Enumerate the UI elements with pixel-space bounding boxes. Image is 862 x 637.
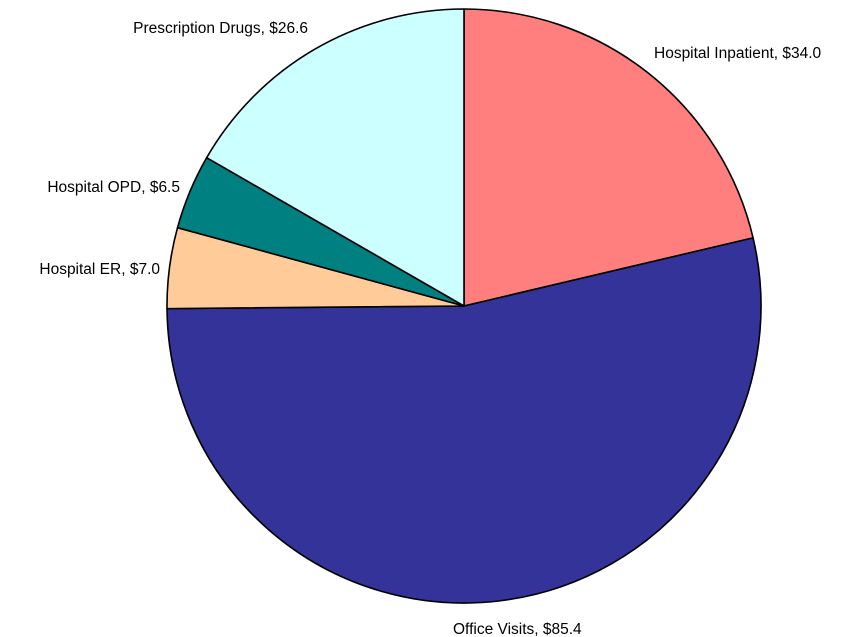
slice-label-hospital-opd: Hospital OPD, $6.5 bbox=[47, 179, 180, 196]
pie-slice-hospital-inpatient bbox=[463, 8, 754, 307]
slice-label-hospital-er: Hospital ER, $7.0 bbox=[39, 261, 160, 278]
slice-labels: Hospital Inpatient, $34.0 Office Visits, … bbox=[39, 20, 821, 637]
pie-slice-office-visits bbox=[166, 237, 762, 604]
pie-slices bbox=[166, 8, 762, 604]
slice-label-prescription-drugs: Prescription Drugs, $26.6 bbox=[133, 20, 308, 37]
pie-slice-prescription-drugs bbox=[205, 8, 465, 307]
slice-label-hospital-inpatient: Hospital Inpatient, $34.0 bbox=[654, 45, 822, 62]
slice-label-office-visits: Office Visits, $85.4 bbox=[453, 621, 582, 637]
